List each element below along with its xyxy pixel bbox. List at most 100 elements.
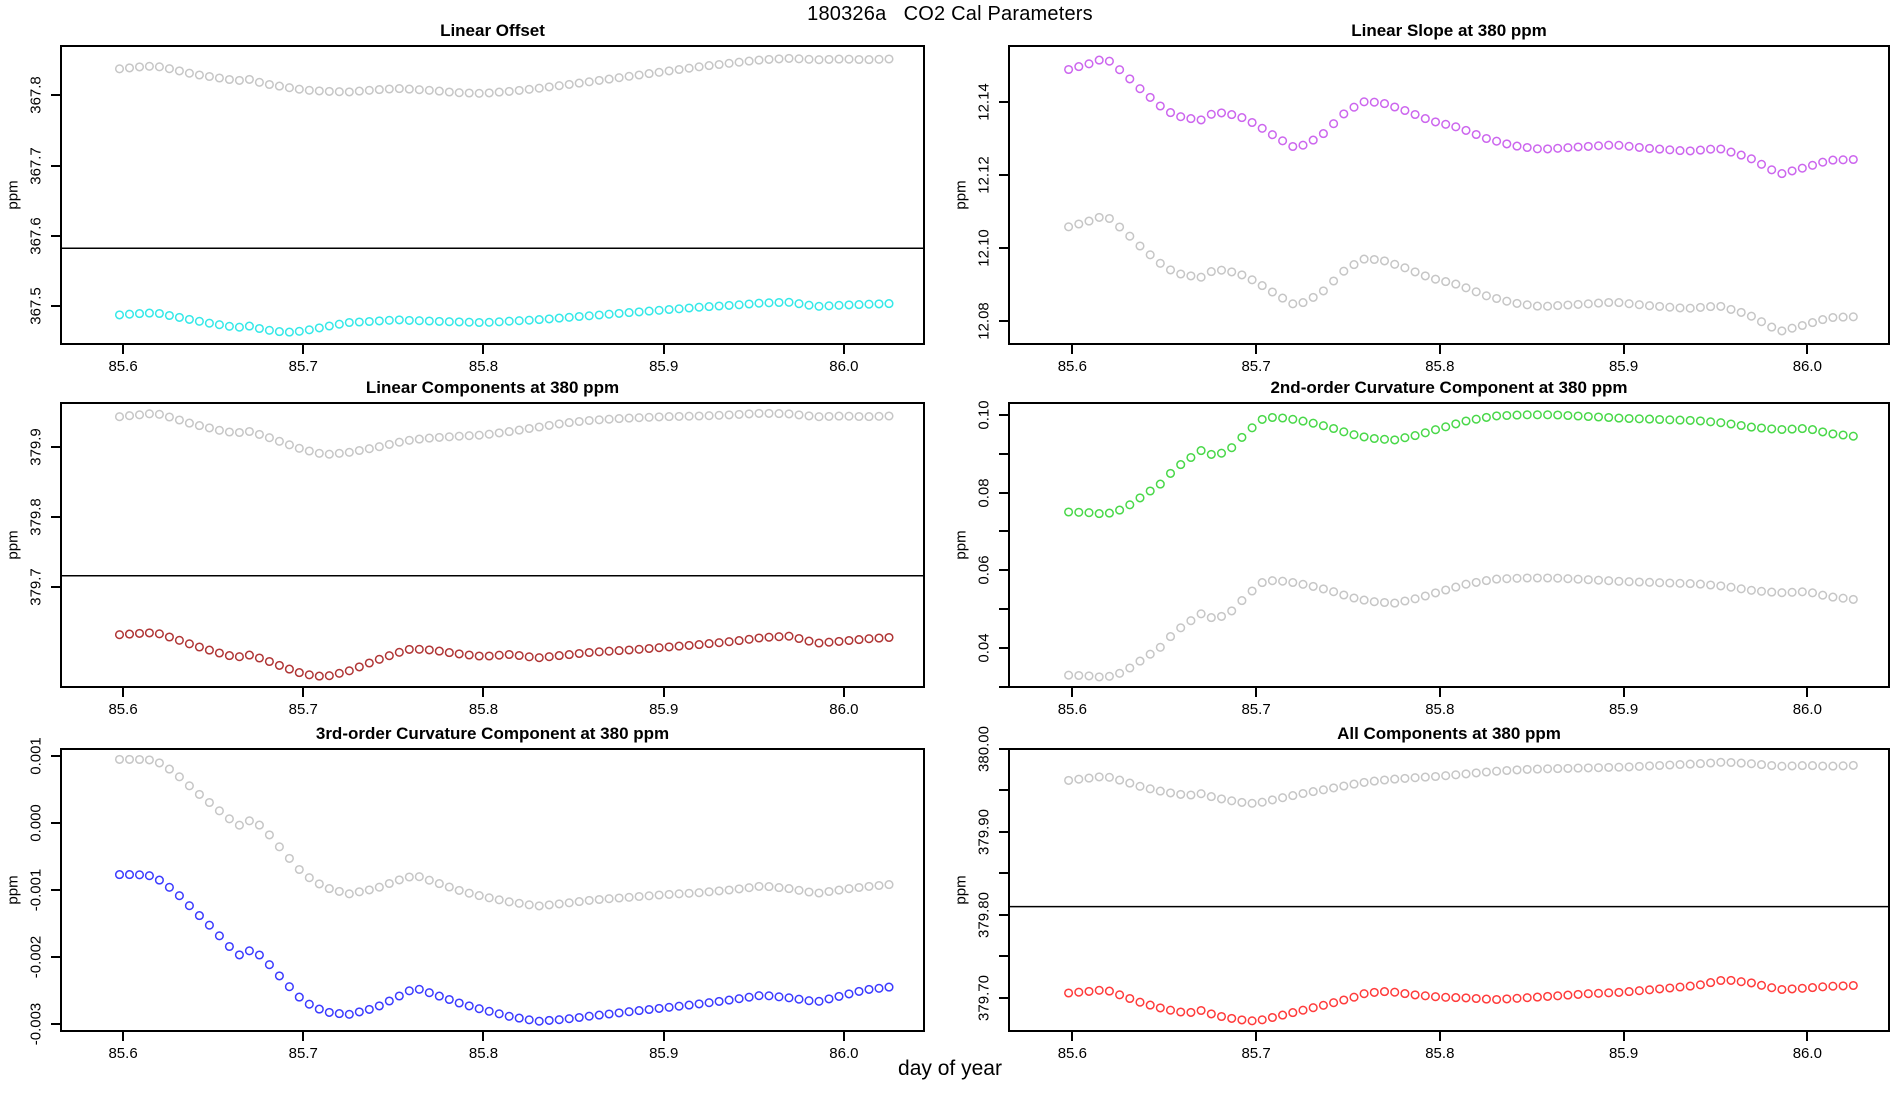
plot-area-3rd-order-curvature [60, 748, 925, 1032]
x-tick-label: 85.7 [1241, 701, 1271, 718]
x-tick [302, 688, 305, 697]
y-tick-minor [999, 685, 1008, 688]
y-tick-label: 379.90 [975, 808, 993, 855]
figure-title: 180326a CO2 Cal Parameters [807, 3, 1093, 25]
plot-title-linear-components: Linear Components at 380 ppm [365, 378, 620, 397]
y-tick [51, 304, 60, 307]
plot-area-linear-offset [60, 45, 925, 345]
y-tick-label: 12.14 [975, 82, 993, 121]
y-tick [999, 830, 1008, 833]
y-axis-label-linear-offset: ppm [4, 180, 22, 210]
plot-frame [1008, 748, 1890, 1032]
x-tick-label: 85.9 [1608, 358, 1639, 375]
x-tick [1438, 1032, 1441, 1041]
x-tick-label: 86.0 [1792, 358, 1822, 375]
y-tick [999, 491, 1008, 494]
x-tick-label: 86.0 [1792, 701, 1822, 718]
y-tick-label: 12.08 [975, 302, 993, 340]
y-tick [51, 586, 60, 589]
x-tick-label: 85.8 [468, 358, 499, 375]
x-tick [1071, 1032, 1074, 1041]
y-tick [51, 515, 60, 518]
series-gray [114, 754, 894, 911]
y-tick [51, 1022, 60, 1025]
y-tick [999, 646, 1008, 649]
x-tick-label: 85.8 [468, 1045, 499, 1062]
y-tick-label: 379.8 [27, 498, 45, 536]
series-magenta [1064, 55, 1858, 179]
plot-title-2nd-order-curvature: 2nd-order Curvature Component at 380 ppm [1270, 378, 1628, 397]
x-tick [1806, 345, 1809, 354]
plot-frame [60, 748, 925, 1032]
plot-title-all-components: All Components at 380 ppm [1337, 724, 1561, 743]
plot-frame [1008, 402, 1890, 688]
x-tick-label: 85.7 [1241, 1045, 1271, 1062]
y-tick [51, 889, 60, 891]
x-tick [842, 1032, 845, 1041]
x-tick [662, 688, 665, 697]
x-tick [1806, 688, 1809, 697]
y-tick [999, 173, 1008, 176]
x-tick-label: 85.6 [108, 1045, 138, 1062]
series-green [1064, 410, 1858, 519]
y-tick [51, 164, 60, 167]
x-tick [662, 345, 665, 354]
y-tick-label: 0.04 [975, 633, 993, 663]
x-tick [482, 345, 485, 354]
x-tick-label: 86.0 [1792, 1045, 1822, 1062]
x-tick-label: 85.6 [1057, 358, 1087, 375]
plot-area-2nd-order-curvature [1008, 402, 1890, 688]
plot-frame [1008, 45, 1890, 345]
x-tick-label: 85.7 [288, 1045, 318, 1062]
y-tick [999, 320, 1008, 323]
plot-title-3rd-order-curvature: 3rd-order Curvature Component at 380 ppm [315, 724, 670, 743]
x-tick [482, 1032, 485, 1041]
y-tick [51, 94, 60, 97]
x-tick [1622, 345, 1625, 354]
x-tick-label: 86.0 [829, 358, 859, 375]
series-gray [1064, 757, 1858, 808]
series-gray [114, 408, 894, 459]
x-tick [662, 1032, 665, 1041]
x-tick [1255, 345, 1258, 354]
y-tick [51, 755, 60, 758]
series-red [1064, 975, 1858, 1026]
x-tick-label: 85.8 [468, 701, 499, 718]
y-tick-label: 0.10 [975, 400, 993, 430]
x-tick-label: 85.6 [1057, 1045, 1087, 1062]
y-tick-minor [999, 452, 1008, 455]
x-tick [122, 688, 125, 697]
x-tick [302, 1032, 305, 1041]
y-tick [999, 996, 1008, 999]
plot-frame [60, 402, 925, 688]
x-tick-label: 85.8 [1425, 701, 1455, 718]
series-gray [1064, 573, 1858, 682]
plot-frame [60, 45, 925, 345]
plot-area-linear-slope [1008, 45, 1890, 345]
y-tick-minor [999, 872, 1008, 875]
series-cyan [114, 297, 894, 337]
y-axis-label-all-components: ppm [952, 875, 970, 905]
y-tick-label: 379.7 [27, 568, 45, 606]
series-darkred [114, 628, 894, 681]
x-tick [1071, 688, 1074, 697]
x-tick-label: 85.9 [649, 358, 679, 375]
x-tick [842, 688, 845, 697]
x-tick [1622, 688, 1625, 697]
x-tick [842, 345, 845, 354]
y-tick [51, 234, 60, 237]
y-tick-minor [999, 530, 1008, 533]
y-tick-label: 379.80 [975, 891, 993, 938]
x-tick-label: 85.9 [649, 1045, 679, 1062]
y-tick-minor [999, 789, 1008, 792]
series-blue [114, 870, 894, 1026]
x-tick [1438, 345, 1441, 354]
x-tick [1255, 1032, 1258, 1041]
y-tick [999, 747, 1008, 750]
y-tick-label: 0.06 [975, 555, 993, 585]
x-tick [1255, 688, 1258, 697]
y-tick-label: 379.70 [975, 975, 993, 1021]
x-tick-label: 85.6 [108, 358, 138, 375]
x-tick-label: 85.8 [1425, 1045, 1455, 1062]
x-tick-label: 85.9 [1608, 701, 1639, 718]
